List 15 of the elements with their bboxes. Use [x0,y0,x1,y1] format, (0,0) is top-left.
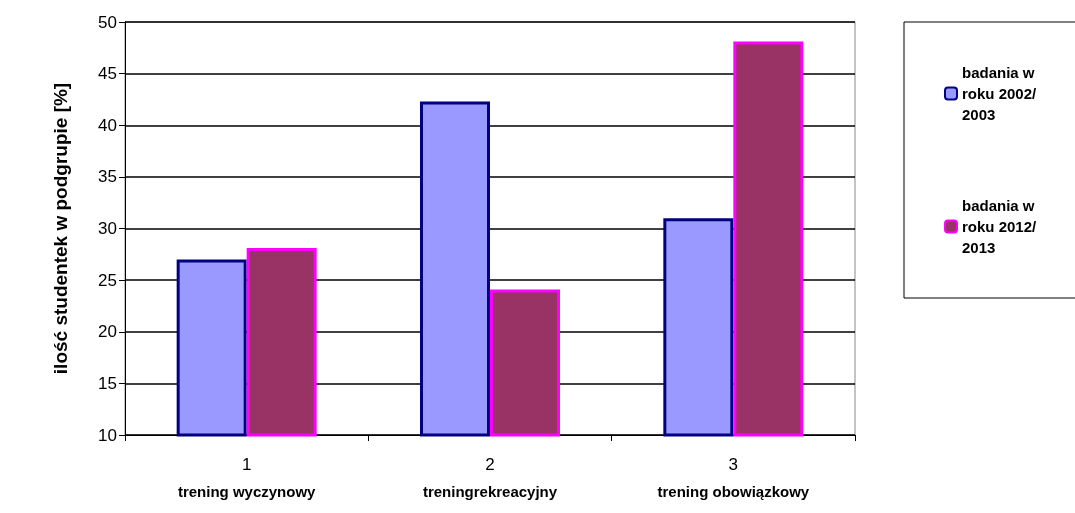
x-tick-label: 2 treningrekreacyjny [422,454,558,500]
legend-label: badania w roku 2012/2013 [962,197,1039,256]
y-tick-label: 35 [98,167,117,187]
y-tick-label: 20 [98,322,117,342]
y-tick-label: 15 [98,373,117,393]
y-tick-label: 30 [98,219,117,238]
y-axis-title: ilość studentek w podgrupie [%] [50,82,71,375]
y-tick-label: 45 [98,64,117,84]
y-tick-label: 10 [98,425,117,445]
legend-label: badania w roku 2002/2003 [962,64,1039,123]
x-tick-label: 3 trening obowiązkowy [657,454,810,500]
y-tick-label: 25 [98,270,117,290]
y-tick-label: 40 [98,115,117,135]
y-tick-label: 50 [98,12,117,32]
x-tick-label: 1 trening wyczynowy [177,454,317,500]
